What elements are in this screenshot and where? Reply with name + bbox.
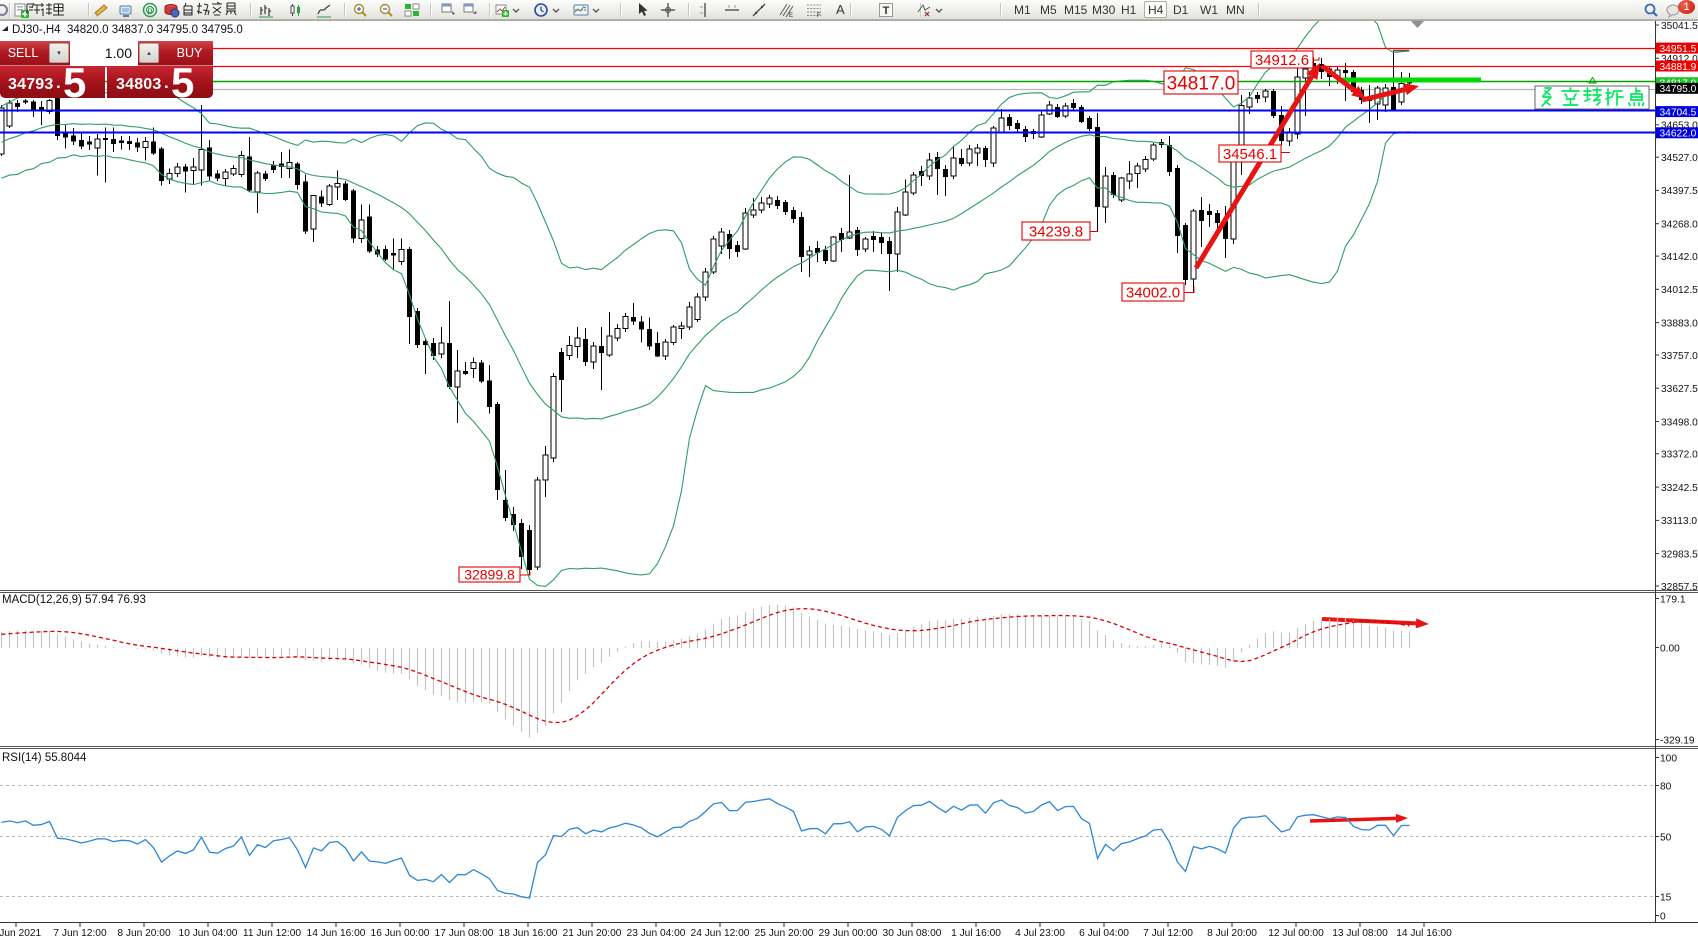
svg-text:0.00: 0.00 (1660, 644, 1680, 655)
svg-text:34951.5: 34951.5 (1660, 44, 1697, 55)
svg-text:32899.8: 32899.8 (464, 567, 515, 583)
svg-text:80: 80 (1660, 782, 1672, 793)
svg-text:10 Jun 04:00: 10 Jun 04:00 (179, 928, 238, 939)
svg-text:25 Jun 20:00: 25 Jun 20:00 (755, 928, 814, 939)
svg-text:34239.8: 34239.8 (1029, 223, 1083, 240)
svg-text:-329.19: -329.19 (1660, 736, 1695, 747)
svg-text:34546.1: 34546.1 (1223, 146, 1277, 163)
svg-text:29 Jun 00:00: 29 Jun 00:00 (819, 928, 878, 939)
svg-text:0: 0 (1660, 912, 1666, 923)
svg-text:16 Jun 00:00: 16 Jun 00:00 (371, 928, 430, 939)
svg-text:34012.5: 34012.5 (1661, 285, 1698, 296)
svg-text:18 Jun 16:00: 18 Jun 16:00 (499, 928, 558, 939)
svg-text:34817.0: 34817.0 (1167, 73, 1236, 94)
svg-text:34002.0: 34002.0 (1126, 284, 1180, 301)
svg-text:E: E (789, 13, 793, 18)
svg-text:34142.0: 34142.0 (1661, 252, 1698, 263)
svg-text:12 Jul 00:00: 12 Jul 00:00 (1268, 928, 1324, 939)
svg-text:p: p (148, 6, 153, 15)
svg-text:7 Jun 12:00: 7 Jun 12:00 (53, 928, 107, 939)
svg-text:34912.0: 34912.0 (1661, 54, 1698, 65)
svg-text:MACD(12,26,9) 57.94 76.93: MACD(12,26,9) 57.94 76.93 (2, 594, 146, 606)
svg-text:F: F (817, 13, 821, 18)
svg-text:14 Jun 16:00: 14 Jun 16:00 (307, 928, 366, 939)
svg-text:34795.0: 34795.0 (1660, 84, 1697, 95)
svg-text:35041.5: 35041.5 (1661, 21, 1698, 32)
svg-text:33883.0: 33883.0 (1661, 318, 1698, 329)
svg-text:21 Jun 20:00: 21 Jun 20:00 (563, 928, 622, 939)
svg-text:30 Jun 08:00: 30 Jun 08:00 (883, 928, 942, 939)
svg-text:24 Jun 12:00: 24 Jun 12:00 (691, 928, 750, 939)
svg-text:34622.0: 34622.0 (1660, 129, 1697, 140)
svg-text:33757.0: 33757.0 (1661, 351, 1698, 362)
svg-text:8 Jun 20:00: 8 Jun 20:00 (117, 928, 171, 939)
svg-text:34397.5: 34397.5 (1661, 186, 1698, 197)
svg-text:T: T (883, 5, 890, 17)
svg-text:6 Jul 04:00: 6 Jul 04:00 (1079, 928, 1129, 939)
svg-text:50: 50 (1660, 833, 1672, 844)
svg-text:33498.0: 33498.0 (1661, 417, 1698, 428)
svg-text:15: 15 (1660, 893, 1672, 904)
svg-text:1 Jul 16:00: 1 Jul 16:00 (951, 928, 1001, 939)
svg-text:17 Jun 08:00: 17 Jun 08:00 (435, 928, 494, 939)
svg-text:33627.5: 33627.5 (1661, 384, 1698, 395)
svg-text:4 Jul 23:00: 4 Jul 23:00 (1015, 928, 1065, 939)
svg-text:100: 100 (1660, 754, 1677, 765)
svg-text:179.1: 179.1 (1660, 595, 1686, 606)
svg-text:34653.0: 34653.0 (1661, 121, 1698, 132)
svg-text:7 Jul 12:00: 7 Jul 12:00 (1143, 928, 1193, 939)
svg-text:32857.5: 32857.5 (1661, 582, 1698, 593)
svg-text:33113.0: 33113.0 (1661, 516, 1697, 527)
svg-text:DJ30-,H4 34820.0 34837.0 3479: DJ30-,H4 34820.0 34837.0 34795.0 34795.0 (12, 24, 243, 36)
svg-text:33372.0: 33372.0 (1661, 450, 1698, 461)
svg-text:RSI(14) 55.8044: RSI(14) 55.8044 (2, 752, 87, 764)
svg-text:34268.0: 34268.0 (1661, 220, 1698, 231)
svg-text:23 Jun 04:00: 23 Jun 04:00 (627, 928, 686, 939)
svg-text:34912.6: 34912.6 (1255, 52, 1309, 69)
svg-text:34881.9: 34881.9 (1660, 62, 1697, 73)
svg-text:8 Jul 20:00: 8 Jul 20:00 (1207, 928, 1257, 939)
svg-text:11 Jun 12:00: 11 Jun 12:00 (243, 928, 301, 939)
svg-text:34704.5: 34704.5 (1660, 107, 1697, 118)
svg-text:14 Jul 16:00: 14 Jul 16:00 (1396, 928, 1452, 939)
svg-text:13 Jul 08:00: 13 Jul 08:00 (1332, 928, 1388, 939)
svg-text:32983.5: 32983.5 (1661, 549, 1698, 560)
svg-text:4 Jun 2021: 4 Jun 2021 (0, 928, 42, 939)
svg-text:33242.5: 33242.5 (1661, 483, 1698, 494)
svg-text:34527.0: 34527.0 (1661, 153, 1698, 164)
